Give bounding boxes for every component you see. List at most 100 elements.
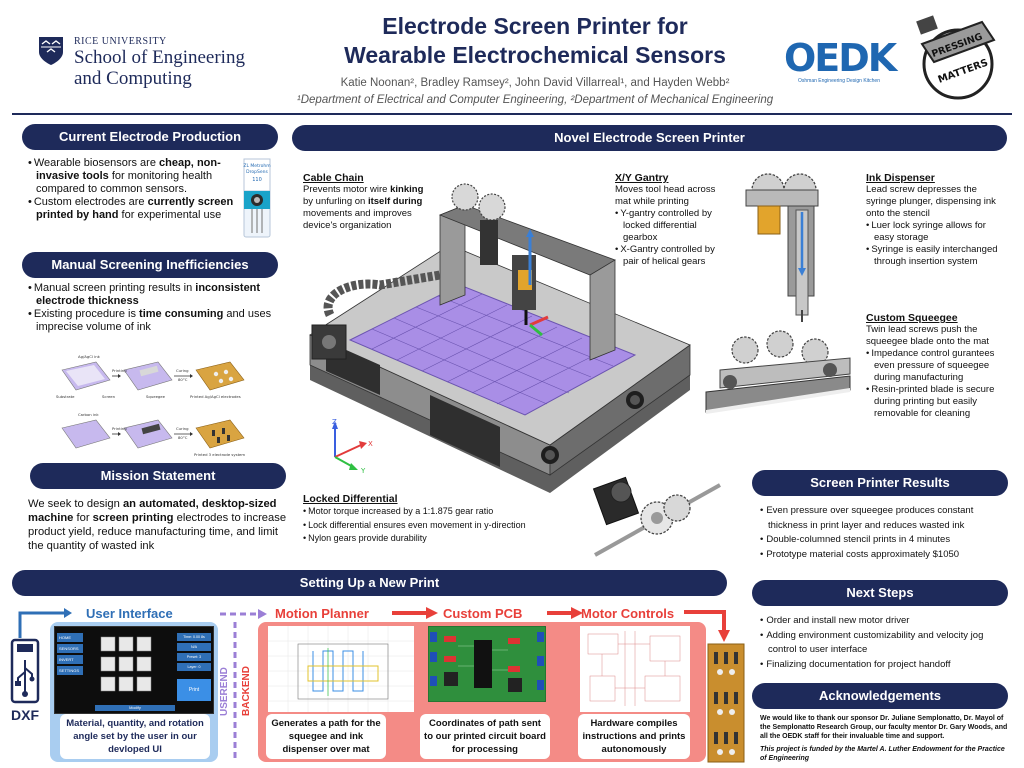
xy-gantry-callout: X/Y Gantry Moves tool head across mat wh… [615, 172, 730, 268]
svg-text:Substrate: Substrate [56, 394, 75, 399]
ui-menu-invert[interactable]: INVERT [57, 655, 83, 664]
header-divider [12, 113, 1012, 115]
university-name: RICE UNIVERSITY [74, 36, 167, 47]
title-line-2: Wearable Electrochemical Sensors [344, 42, 726, 68]
acknowledgements-text: We would like to thank our sponsor Dr. J… [760, 714, 1010, 763]
results-item: Prototype material costs approximately $… [760, 548, 1005, 563]
locked-differential-callout: Locked Differential Motor torque increas… [303, 493, 573, 546]
svg-text:Carbon ink: Carbon ink [78, 412, 99, 417]
oedk-subtitle: Oshman Engineering Design Kitchen [798, 78, 880, 84]
svg-text:ZL Metrohm: ZL Metrohm [243, 163, 270, 169]
ui-screenshot: HOME SENSORS INVERT SETTINGS Time: 0.00 … [54, 626, 214, 714]
squeegee-render [705, 330, 851, 414]
svg-text:110: 110 [252, 177, 262, 183]
ink-dispenser-title: Ink Dispenser [866, 172, 935, 184]
school-line-1: School of Engineering [74, 47, 245, 68]
next-steps-item: Order and install new motor driver [760, 614, 1005, 629]
ui-menu-home[interactable]: HOME [57, 633, 83, 642]
svg-text:DropSens: DropSens [246, 169, 268, 175]
ui-field[interactable]: Time: 0.00 8s [177, 633, 211, 641]
manual-printing-figure: Ag/AgCl ink Printing Curing 80°C Substra… [56, 354, 245, 457]
axis-x-label: X [368, 440, 373, 448]
motion-planner-label: Motion Planner [275, 606, 369, 621]
mission-statement: We seek to design an automated, desktop-… [28, 498, 287, 552]
axis-z-label: Z [332, 418, 337, 426]
current-bullet-2: Custom electrodes are currently screen p… [28, 196, 238, 222]
svg-text:Squeegee: Squeegee [146, 394, 166, 399]
motor-controls-schematic [580, 626, 690, 712]
user-interface-caption: Material, quantity, and rotation angle s… [60, 714, 210, 759]
title-line-1: Electrode Screen Printer for [382, 13, 688, 39]
authors: Katie Noonan², Bradley Ramsey², John Dav… [340, 77, 730, 89]
ui-menu-settings[interactable]: SETTINGS [57, 666, 83, 675]
motor-controls-label: Motor Controls [581, 606, 675, 621]
arrow-down-icon [684, 610, 730, 642]
svg-text:80°C: 80°C [178, 377, 188, 382]
ui-electrode-grid [100, 636, 152, 692]
backend-label: BACKEND [241, 666, 252, 716]
svg-text:Ag/AgCl ink: Ag/AgCl ink [78, 354, 101, 359]
custom-squeegee-callout: Custom Squeegee Twin lead screws push th… [866, 312, 1008, 420]
ink-dispenser-render [745, 173, 819, 322]
poster-title: Electrode Screen Printer for Wearable El… [300, 12, 770, 70]
next-steps-list: Order and install new motor driver Addin… [760, 614, 1005, 672]
svg-text:Printed 3 electrode system: Printed 3 electrode system [194, 452, 245, 457]
cable-chain-callout: Cable Chain Prevents motor wire kinking … [303, 172, 433, 232]
axis-y-label: Y [360, 467, 366, 473]
svg-text:Curing: Curing [176, 368, 189, 373]
locked-differential-render [592, 476, 721, 557]
userend-label: USEREND [219, 667, 230, 716]
results-item: Even pressure over squeegee produces con… [760, 504, 1005, 533]
affiliations: ¹Department of Electrical and Computer E… [296, 94, 774, 106]
current-bullet-1: Wearable biosensors are cheap, non-invas… [28, 157, 238, 196]
school-line-2: and Computing [74, 68, 192, 89]
rice-logo: RICE UNIVERSITY School of Engineering an… [38, 34, 253, 89]
novel-printer-heading: Novel Electrode Screen Printer [292, 125, 1007, 151]
motion-planner-caption: Generates a path for the squegee and ink… [266, 714, 386, 759]
arrow-right-icon [392, 607, 438, 619]
xy-gantry-title: X/Y Gantry [615, 172, 669, 184]
printed-electrodes-output [707, 643, 745, 763]
user-interface-label: User Interface [86, 606, 173, 621]
manual-bullet-1: Manual screen printing results in incons… [28, 282, 278, 308]
cable-chain-title: Cable Chain [303, 172, 364, 184]
motion-planner-image [268, 626, 414, 712]
results-list: Even pressure over squeegee produces con… [760, 504, 1005, 562]
current-production-text: Wearable biosensors are cheap, non-invas… [28, 157, 238, 222]
electrode-strip-image: ZL Metrohm DropSens 110 [243, 158, 271, 238]
ui-modify-button[interactable]: Modify [95, 705, 175, 711]
svg-text:Printing: Printing [112, 368, 127, 373]
locked-differential-title: Locked Differential [303, 493, 398, 505]
next-steps-item: Finalizing documentation for project han… [760, 658, 1005, 673]
results-heading: Screen Printer Results [752, 470, 1008, 496]
axis-triad: Z X Y [332, 418, 373, 473]
ui-field[interactable]: N/A [177, 643, 211, 651]
svg-text:Printed Ag/AgCl electrodes: Printed Ag/AgCl electrodes [190, 394, 241, 399]
motor-controls-caption: Hardware compiles instructions and print… [578, 714, 690, 759]
svg-text:Curing: Curing [176, 426, 189, 431]
school-name: School of Engineering and Computing [74, 47, 245, 89]
next-steps-heading: Next Steps [752, 580, 1008, 606]
userend-backend-divider [220, 609, 267, 762]
ui-field[interactable]: Preset: 3 [177, 653, 211, 661]
rice-shield-icon [39, 37, 63, 65]
custom-pcb-caption: Coordinates of path sent to our printed … [420, 714, 550, 759]
arrow-right-icon [547, 607, 583, 619]
custom-pcb-label: Custom PCB [443, 606, 523, 621]
ink-dispenser-callout: Ink Dispenser Lead screw depresses the s… [866, 172, 1006, 268]
ui-menu-sensors[interactable]: SENSORS [57, 644, 83, 653]
manual-screening-text: Manual screen printing results in incons… [28, 282, 278, 334]
oedk-logo: OEDK Oshman Engineering Design Kitchen [784, 38, 897, 88]
ui-print-button[interactable]: Print [177, 679, 211, 701]
svg-text:Screen: Screen [102, 394, 116, 399]
screen-printer-render [309, 183, 691, 493]
custom-pcb-image [428, 626, 546, 702]
dxf-input-graphic [10, 608, 72, 704]
acknowledgements-heading: Acknowledgements [752, 683, 1008, 709]
funding-note: This project is funded by the Martel A. … [760, 746, 1005, 762]
manual-screening-heading: Manual Screening Inefficiencies [22, 252, 278, 278]
setup-heading: Setting Up a New Print [12, 570, 727, 596]
ui-field[interactable]: Layer: 0 [177, 663, 211, 671]
next-steps-item: Adding environment customizability and v… [760, 629, 1005, 658]
dxf-label: DXF [11, 707, 39, 723]
